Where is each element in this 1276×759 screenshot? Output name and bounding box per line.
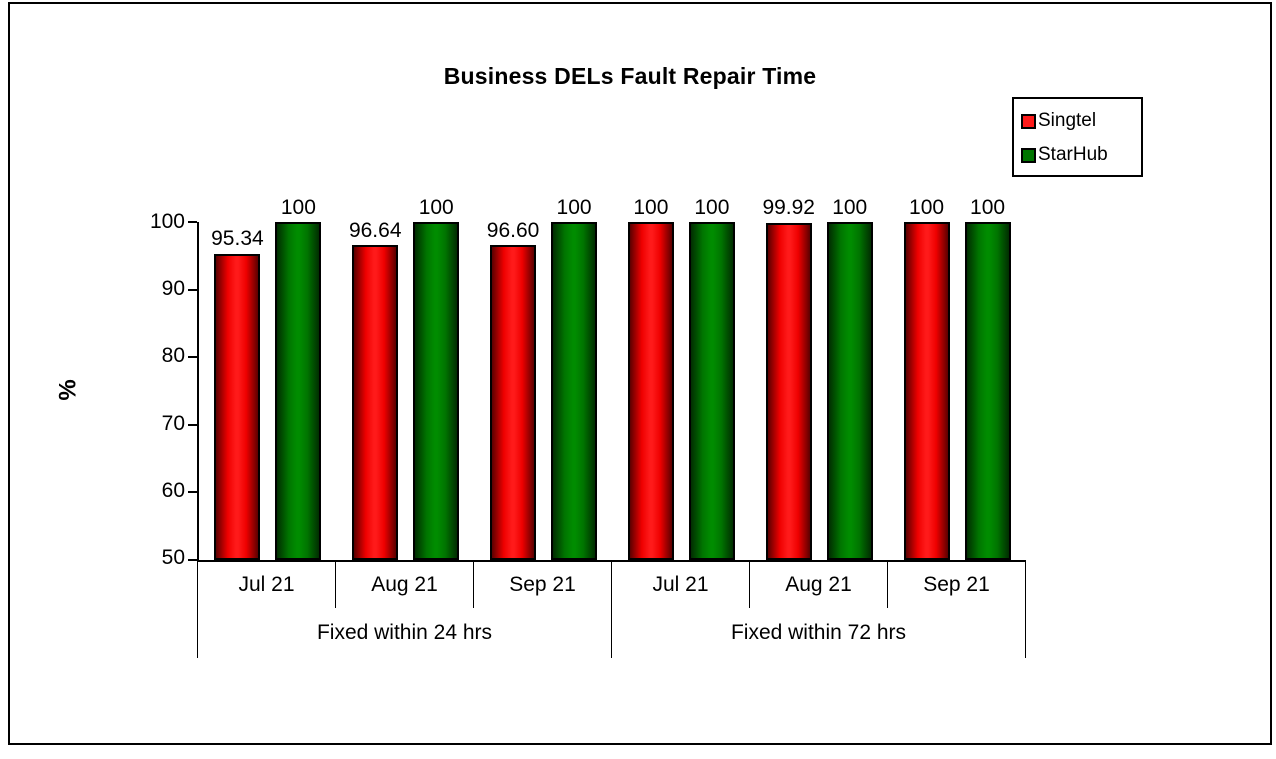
x-axis-month-label: Sep 21 bbox=[888, 562, 1026, 608]
bar-group-starhub: 100 bbox=[551, 196, 598, 560]
y-axis-tick-label: 100 bbox=[149, 210, 185, 233]
x-axis-month-label: Sep 21 bbox=[474, 562, 612, 608]
bar-singtel bbox=[352, 244, 399, 560]
bar-group-singtel: 95.34 bbox=[211, 222, 264, 560]
bar-value-label: 100 bbox=[909, 195, 945, 219]
y-axis-tick-mark bbox=[188, 491, 197, 494]
bar-value-label: 100 bbox=[832, 195, 868, 219]
bar-singtel bbox=[765, 222, 812, 560]
bar-group-singtel: 99.92 bbox=[762, 196, 815, 560]
y-axis-tick-mark bbox=[188, 559, 197, 561]
x-axis-month-label: Aug 21 bbox=[750, 562, 888, 608]
bar-value-label: 100 bbox=[633, 195, 669, 219]
bar-value-label: 100 bbox=[970, 195, 1006, 219]
bar-value-label: 95.34 bbox=[211, 227, 264, 251]
legend-item: StarHub bbox=[1021, 141, 1137, 169]
bar-group-starhub: 100 bbox=[688, 196, 735, 560]
bar-group-singtel: 96.60 bbox=[487, 219, 539, 560]
bar-value-label: 96.64 bbox=[348, 218, 402, 242]
y-axis-tick-label: 80 bbox=[161, 344, 185, 368]
x-axis-group-label: Fixed within 72 hrs bbox=[612, 608, 1026, 658]
bar-group-singtel: 96.64 bbox=[349, 219, 402, 560]
bar-value-label: 100 bbox=[694, 195, 730, 219]
bar-singtel bbox=[490, 244, 537, 560]
legend-swatch-singtel bbox=[1021, 113, 1036, 129]
x-axis-month-row: Jul 21 Aug 21 Sep 21 Jul 21 Aug 21 Sep 21 bbox=[197, 562, 1026, 608]
bar-slot: 100 100 bbox=[888, 196, 1026, 560]
bar-singtel bbox=[903, 222, 950, 560]
y-axis-tick-label: 50 bbox=[161, 546, 185, 569]
bar-group-starhub: 100 bbox=[826, 196, 873, 560]
chart-title: Business DELs Fault Repair Time bbox=[443, 63, 817, 89]
bar-value-label: 99.92 bbox=[762, 196, 815, 220]
bar-slot: 100 100 bbox=[612, 196, 750, 560]
bar-singtel bbox=[214, 253, 261, 560]
x-axis-group-row: Fixed within 24 hrs Fixed within 72 hrs bbox=[197, 608, 1026, 658]
y-axis-tick-label: 90 bbox=[161, 277, 185, 301]
y-axis-tick-label: 60 bbox=[161, 478, 185, 502]
bar-slot: 95.34 100 bbox=[199, 196, 337, 560]
y-axis-tick-mark bbox=[188, 221, 197, 223]
bar-starhub bbox=[826, 222, 873, 560]
bar-group-starhub: 100 bbox=[964, 196, 1011, 560]
bar-starhub bbox=[688, 222, 735, 560]
y-axis-tick-mark bbox=[188, 423, 197, 426]
bar-starhub bbox=[964, 222, 1011, 560]
y-axis-title: % bbox=[54, 379, 82, 401]
y-axis-tick-mark bbox=[188, 288, 197, 291]
plot-area: 100 90 80 70 60 50 95.34 100 96.64 100 96.60 100 10… bbox=[150, 196, 1026, 569]
legend-label: Singtel bbox=[1038, 110, 1097, 131]
y-axis-tick-label: 70 bbox=[161, 411, 185, 435]
bar-starhub bbox=[551, 222, 598, 560]
bar-slot: 96.60 100 bbox=[475, 196, 613, 560]
bar-group-starhub: 100 bbox=[275, 196, 322, 560]
x-axis-month-label: Jul 21 bbox=[612, 562, 750, 608]
bar-value-label: 100 bbox=[280, 195, 316, 219]
legend-label: StarHub bbox=[1038, 144, 1108, 165]
bar-group-singtel: 100 bbox=[903, 196, 950, 560]
x-axis-month-label: Aug 21 bbox=[336, 562, 474, 608]
bar-slots: 95.34 100 96.64 100 96.60 100 100 100 99.92 100 10… bbox=[199, 196, 1026, 560]
bar-group-singtel: 100 bbox=[627, 196, 674, 560]
legend-item: Singtel bbox=[1021, 107, 1137, 135]
bar-starhub bbox=[275, 222, 322, 560]
x-axis-group-label: Fixed within 24 hrs bbox=[198, 608, 612, 658]
legend-swatch-starhub bbox=[1021, 147, 1036, 163]
bar-value-label: 100 bbox=[418, 195, 454, 219]
bar-slot: 96.64 100 bbox=[337, 196, 475, 560]
legend: Singtel StarHub bbox=[1012, 97, 1143, 177]
bar-singtel bbox=[627, 222, 674, 560]
bar-group-starhub: 100 bbox=[413, 196, 460, 560]
x-axis-month-label: Jul 21 bbox=[198, 562, 336, 608]
bar-slot: 99.92 100 bbox=[750, 196, 888, 560]
y-axis-tick-mark bbox=[188, 356, 197, 359]
bar-starhub bbox=[413, 222, 460, 560]
bar-value-label: 100 bbox=[556, 195, 592, 219]
bar-value-label: 96.60 bbox=[486, 218, 540, 242]
